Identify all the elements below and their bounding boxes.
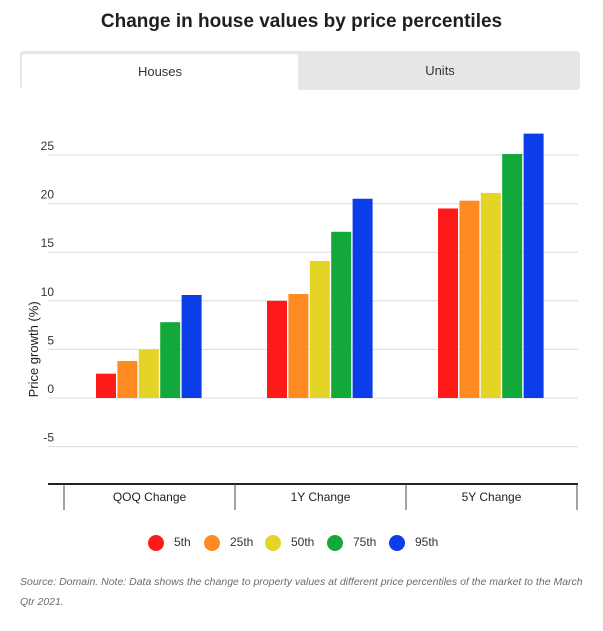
legend: 5th 25th 50th 75th 95th [0,533,603,553]
bar-50th-0 [138,349,159,398]
x-category-label: 1Y Change [291,490,351,504]
tab-houses[interactable]: Houses [22,54,298,90]
bar-75th-1 [331,231,352,398]
y-tick-label: 0 [47,382,54,396]
tab-units[interactable]: Units [425,63,455,78]
legend-label-95th: 95th [415,535,439,549]
legend-swatch-5th [148,535,164,551]
bar-5th-2 [438,208,458,398]
legend-label-50th: 50th [291,535,315,549]
y-tick-label: -5 [43,431,54,445]
bar-95th-1 [352,198,373,398]
bar-75th-2 [502,154,523,398]
bar-25th-1 [288,293,309,398]
y-tick-label: 20 [41,188,55,202]
bar-25th-0 [117,361,138,398]
x-category-label: 5Y Change [462,490,522,504]
bar-chart: -5 0 5 10 15 20 25 Price growth (%) QOQ Change 1Y… [26,133,578,510]
source-note: Source: Domain. Note: Data shows the cha… [20,576,583,608]
legend-label-25th: 25th [230,535,254,549]
bar-50th-1 [309,260,330,398]
y-tick-label: 15 [41,236,55,250]
y-tick-label: 5 [47,333,54,347]
legend-swatch-50th [265,535,281,551]
bar-95th-2 [523,133,544,398]
y-tick-label: 10 [41,285,55,299]
bar-95th-0 [181,294,202,398]
chart-title: Change in house values by price percenti… [100,11,503,32]
x-category-label: QOQ Change [113,490,187,504]
legend-label-75th: 75th [353,535,377,549]
y-axis-title: Price growth (%) [26,301,41,397]
legend-label-5th: 5th [174,535,191,549]
bar-5th-0 [96,373,116,398]
legend-swatch-25th [204,535,220,551]
legend-swatch-75th [327,535,343,551]
legend-swatch-95th [389,535,405,551]
bar-25th-2 [459,200,480,398]
tab-bar: Houses Units [20,51,580,90]
bar-75th-0 [160,322,181,398]
bar-5th-1 [267,300,287,398]
bar-50th-2 [480,192,501,398]
y-tick-label: 25 [41,139,55,153]
